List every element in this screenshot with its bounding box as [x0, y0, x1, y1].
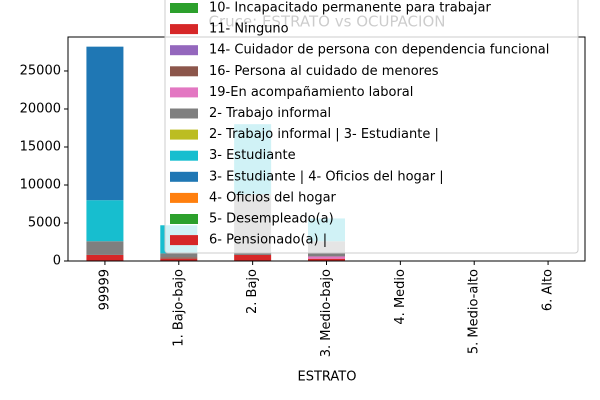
x-tick-label: 2. Bajo: [245, 269, 260, 314]
bar-segment: [86, 254, 124, 261]
legend-swatch: [170, 108, 198, 119]
bar-segment: [86, 200, 124, 242]
legend-label: 10- Incapacitado permanente para trabaja…: [209, 1, 491, 16]
y-tick-label: 0: [53, 254, 61, 269]
legend-label: 2- Trabajo informal | 3- Estudiante |: [209, 127, 439, 142]
legend-label: 11- Ninguno: [209, 22, 289, 37]
legend-swatch: [170, 150, 198, 161]
legend-swatch: [170, 24, 198, 35]
x-tick-label: 99999: [97, 269, 112, 310]
bar-segment: [86, 46, 124, 201]
legend-label: 14- Cuidador de persona con dependencia …: [209, 43, 549, 58]
legend-label: 3- Estudiante | 4- Oficios del hogar |: [209, 169, 444, 184]
y-tick-label: 10000: [20, 177, 61, 192]
legend-swatch: [170, 87, 198, 98]
legend-swatch: [170, 3, 198, 13]
legend-label: 5- Desempleado(a): [209, 212, 334, 227]
legend-label: 16- Persona al cuidado de menores: [209, 64, 439, 79]
x-tick-label: 3. Medio-bajo: [319, 269, 334, 357]
bar-segment: [308, 258, 345, 261]
bar-segment: [160, 253, 198, 258]
legend-label: 2- Trabajo informal: [209, 106, 331, 121]
bar-segment: [308, 256, 345, 259]
legend-label: 19-En acompañamiento laboral: [209, 85, 413, 100]
legend-swatch: [170, 171, 198, 182]
x-tick-label: 1. Bajo-bajo: [171, 269, 186, 347]
y-tick-label: 5000: [28, 215, 61, 230]
legend-label: 3- Estudiante: [209, 148, 296, 163]
legend-box: [164, 0, 579, 254]
legend-label: 6- Pensionado(a) |: [209, 233, 327, 248]
bar-segment: [160, 257, 198, 259]
y-tick-label: 20000: [20, 101, 61, 116]
x-axis-label: ESTRATO: [298, 370, 357, 385]
x-tick-label: 4. Medio: [393, 269, 408, 325]
bar-segment: [234, 254, 272, 261]
legend-swatch: [170, 45, 198, 56]
legend-swatch: [170, 66, 198, 77]
legend-swatch: [170, 235, 198, 246]
y-tick-label: 15000: [20, 139, 61, 154]
x-tick-label: 5. Medio-alto: [467, 269, 482, 354]
bar-segment: [86, 241, 124, 255]
legend-swatch: [170, 214, 198, 224]
bar-segment: [160, 258, 198, 261]
y-tick-label: 25000: [20, 63, 61, 78]
legend-label: 4- Oficios del hogar: [209, 190, 337, 205]
legend-swatch: [170, 129, 198, 140]
x-tick-label: 6. Alto: [541, 269, 556, 311]
legend-swatch: [170, 192, 198, 203]
